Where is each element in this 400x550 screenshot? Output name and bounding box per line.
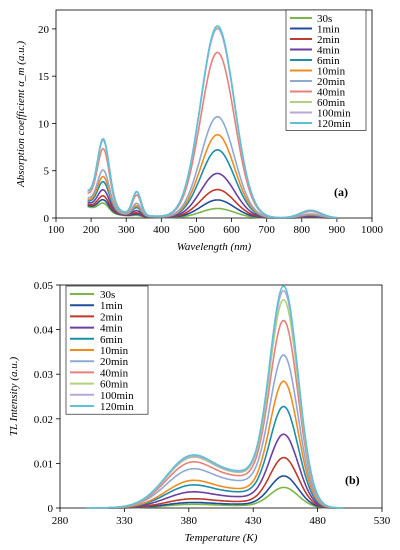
x-tick-label: 280 [52, 515, 69, 527]
x-tick-label: 300 [118, 224, 135, 236]
x-tick-label: 800 [294, 224, 311, 236]
x-axis-label: Temperature (K) [185, 532, 258, 544]
legend-box [285, 9, 367, 131]
series-lines [87, 25, 338, 219]
legend-label: 2min [100, 311, 123, 323]
x-tick-label: 600 [223, 224, 240, 236]
x-tick-label: 500 [188, 224, 205, 236]
legend-label: 30s [100, 289, 115, 301]
legend-label: 10min [100, 345, 129, 357]
y-tick-label: 0.01 [34, 458, 53, 470]
y-tick-label: 0.02 [34, 414, 53, 426]
plot-frame [55, 9, 373, 219]
x-tick-label: 380 [181, 515, 198, 527]
legend-label: 100min [317, 108, 351, 120]
legend-label: 10min [317, 66, 346, 78]
y-tick-label: 0.03 [34, 369, 54, 381]
absorption-chart: 100 200 300 400 500 600 700 800 900 1000 0 5 10 15 20 W… [15, 9, 384, 253]
y-tick-label: 0.04 [34, 325, 54, 337]
y-tick-label: 10 [38, 118, 50, 130]
legend-label: 30s [317, 13, 332, 25]
legend-label: 60min [317, 97, 346, 109]
x-tick-label: 700 [258, 224, 275, 236]
legend-label: 60min [100, 379, 129, 391]
series-lines [85, 285, 344, 509]
x-tick-label: 200 [83, 224, 100, 236]
x-tick-label: 530 [374, 515, 391, 527]
legend-label: 4min [100, 323, 123, 335]
legend: 30s1min2min4min6min10min20min40min60min1… [65, 285, 149, 415]
x-tick-label: 400 [153, 224, 170, 236]
plot-frame [59, 284, 383, 509]
y-tick-label: 5 [44, 166, 50, 178]
x-tick-label: 1000 [361, 224, 384, 236]
x-axis-label: Wavelength (nm) [177, 241, 252, 253]
y-tick-label: 0 [48, 503, 54, 515]
legend-label: 20min [317, 76, 346, 88]
y-tick-label: 15 [38, 71, 50, 83]
series-line-120min [85, 285, 344, 509]
y-axis-label: Absorption coefficient α_m (a.u.) [15, 41, 27, 188]
x-tick-label: 100 [48, 224, 65, 236]
x-tick-label: 900 [329, 224, 346, 236]
series-line-6min [87, 148, 337, 219]
panel-label: (b) [345, 473, 360, 487]
panel-label: (a) [334, 185, 348, 199]
legend-label: 1min [317, 24, 340, 36]
series-line-120min [87, 25, 338, 219]
y-tick-label: 20 [38, 24, 50, 36]
y-axis-label: TL Intensity (a.u.) [8, 357, 20, 437]
legend-label: 1min [100, 300, 123, 312]
legend-label: 40min [100, 367, 129, 379]
legend-label: 100min [100, 390, 134, 402]
legend-label: 120min [317, 118, 351, 130]
legend-label: 120min [100, 401, 134, 413]
legend-label: 6min [317, 55, 340, 67]
plot-area [55, 9, 373, 219]
legend-label: 2min [317, 34, 340, 46]
x-tick-label: 330 [116, 515, 133, 527]
y-tick-label: 0 [44, 213, 50, 225]
series-line-20min [87, 115, 337, 219]
tl-intensity-chart: 280 330 380 430 480 530 0 0.01 0.02 0.03 0.04 0.05 T… [8, 280, 391, 544]
legend-label: 4min [317, 45, 340, 57]
plot-area [59, 284, 383, 509]
legend-label: 40min [317, 87, 346, 99]
legend-label: 6min [100, 334, 123, 346]
x-tick-label: 480 [309, 515, 326, 527]
legend-label: 20min [100, 356, 129, 368]
x-tick-label: 430 [245, 515, 262, 527]
legend: 30s1min2min4min6min10min20min40min60min1… [285, 9, 367, 131]
y-tick-label: 0.05 [34, 280, 54, 292]
